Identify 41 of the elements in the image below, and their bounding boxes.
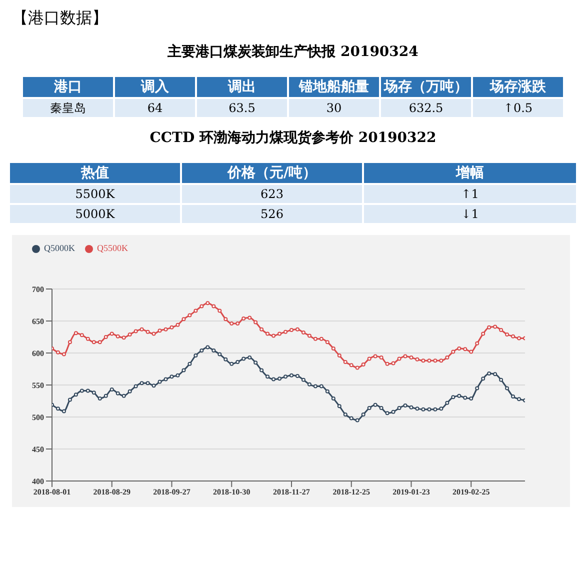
y-tick-label: 500 bbox=[32, 412, 44, 422]
category-label: 场存涨跌 bbox=[473, 77, 563, 97]
text: 64 bbox=[147, 101, 163, 115]
text: 5500K bbox=[75, 187, 115, 201]
category-label: 港口 bbox=[23, 77, 113, 97]
text: CCTD 环渤海动力煤现货参考价 20190322 bbox=[148, 129, 438, 147]
y-tick-label: 400 bbox=[32, 476, 44, 486]
text: 秦皇岛 bbox=[50, 100, 86, 114]
x-tick-label: 2018-08-29 bbox=[93, 488, 131, 497]
x-tick-label: 2018-10-30 bbox=[212, 488, 250, 497]
text: ↑0.5 bbox=[503, 101, 533, 115]
y-tick-label: 600 bbox=[32, 348, 44, 358]
category-label: 热值 bbox=[10, 163, 180, 183]
category-label: 调出 bbox=[197, 77, 287, 97]
y-tick-label: 450 bbox=[32, 444, 44, 454]
text: 主要港口煤炭装卸生产快报 20190324 bbox=[166, 43, 420, 61]
x-tick-label: 2018-08-01 bbox=[33, 488, 71, 497]
category-label: 锚地船舶量 bbox=[289, 77, 379, 97]
category-label: 调入 bbox=[115, 77, 195, 97]
text: 63.5 bbox=[228, 101, 256, 115]
text: 632.5 bbox=[408, 101, 444, 115]
text: 623 bbox=[260, 187, 284, 201]
legend-label: Q5000K bbox=[44, 243, 75, 253]
text: 5000K bbox=[75, 207, 115, 221]
category-label: 场存（万吨） bbox=[381, 77, 471, 97]
x-tick-label: 2018-11-27 bbox=[273, 488, 310, 497]
y-tick-label: 650 bbox=[32, 316, 44, 326]
category-label: 增幅 bbox=[364, 163, 576, 183]
y-tick-label: 700 bbox=[32, 284, 44, 294]
x-tick-label: 2019-01-23 bbox=[392, 488, 430, 497]
text: 30 bbox=[326, 101, 342, 115]
category-label: 价格（元/吨） bbox=[182, 163, 362, 183]
legend-label: Q5500K bbox=[97, 243, 128, 253]
text: 【港口数据】 bbox=[12, 8, 109, 29]
text: ↓1 bbox=[461, 207, 479, 221]
text: ↑1 bbox=[461, 187, 479, 201]
x-tick-label: 2018-09-27 bbox=[153, 488, 190, 497]
text: 526 bbox=[260, 207, 284, 221]
x-tick-label: 2018-12-25 bbox=[332, 488, 370, 497]
y-tick-label: 550 bbox=[32, 380, 44, 390]
x-tick-label: 2019-02-25 bbox=[452, 488, 490, 497]
